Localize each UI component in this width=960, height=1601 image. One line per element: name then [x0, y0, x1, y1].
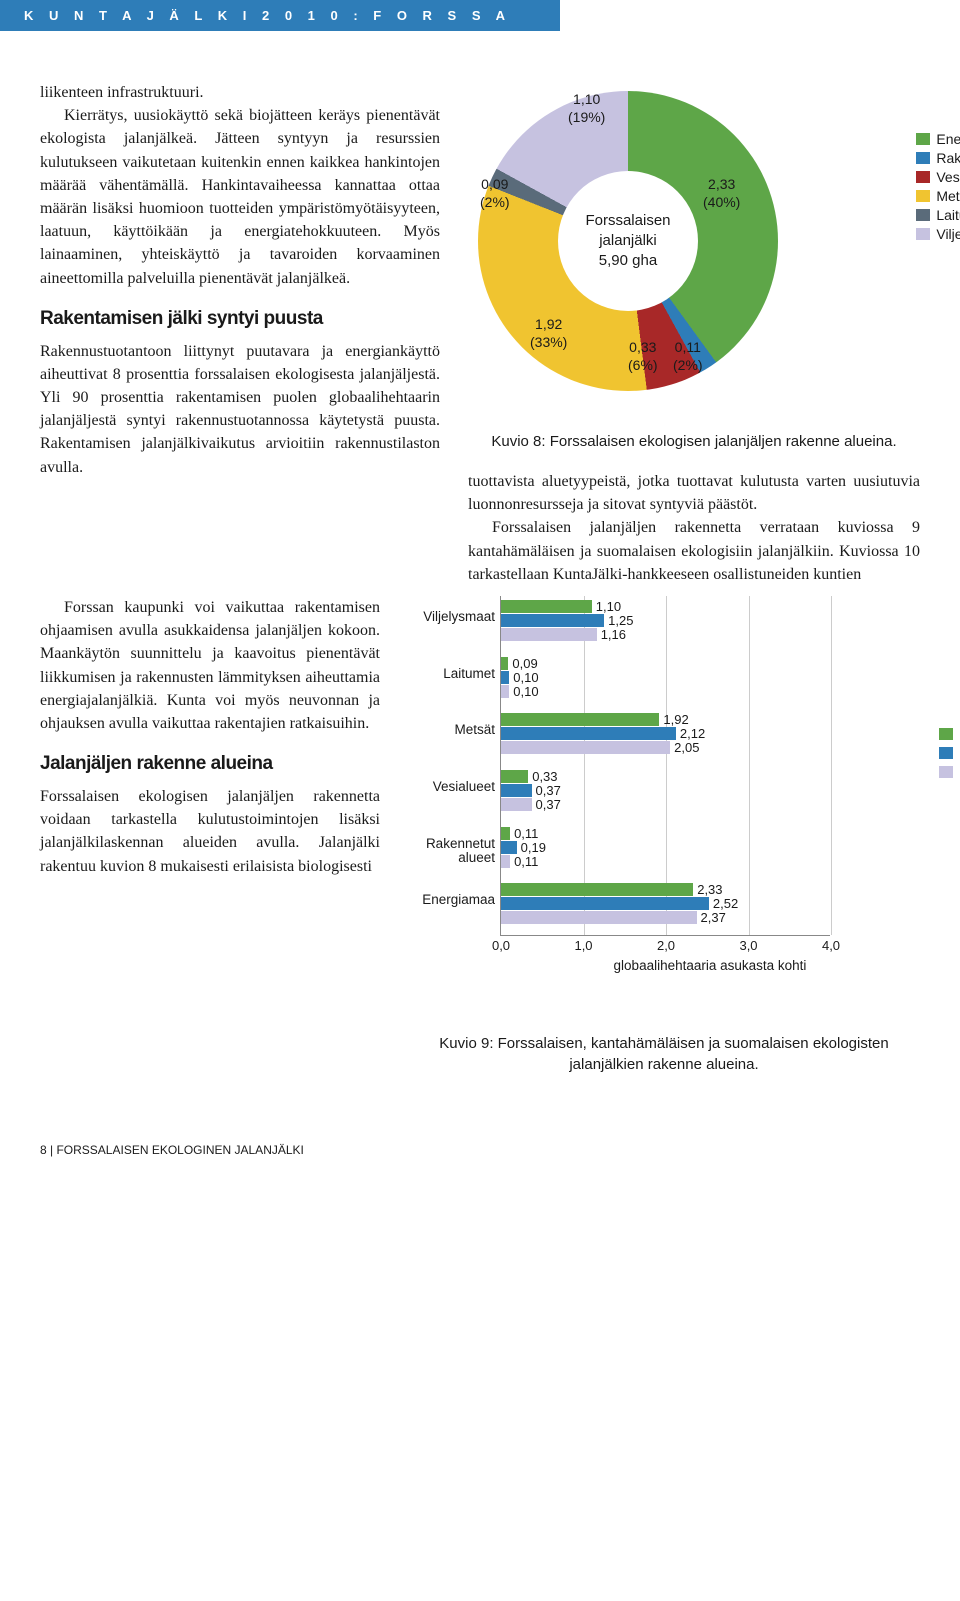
- bar-value-label: 1,25: [604, 613, 633, 628]
- legend-item: Energiamaa: [916, 131, 960, 147]
- donut-slice-label: 0,33(6%): [628, 339, 658, 374]
- donut-slice-label: 2,33(40%): [703, 176, 740, 211]
- heading-jalanjaljen: Jalanjäljen rakenne alueina: [40, 753, 380, 775]
- para-5: Forssalaisen ekologisen jalanjäljen rake…: [40, 785, 380, 878]
- bar-value-label: 2,12: [676, 726, 705, 741]
- gridline: [749, 596, 750, 935]
- bar: 0,33: [501, 770, 528, 783]
- donut-slice-label: 1,10(19%): [568, 91, 605, 126]
- bar: 2,05: [501, 741, 670, 754]
- para-6: tuottavista aluetyypeistä, jotka tuottav…: [468, 470, 920, 516]
- bar-category-label: Laitumet: [409, 667, 495, 682]
- bar-value-label: 0,33: [528, 769, 557, 784]
- bar-value-label: 0,10: [509, 684, 538, 699]
- bar: 2,37: [501, 911, 697, 924]
- bar: 0,37: [501, 798, 532, 811]
- bar-chart-xlabel: globaalihehtaaria asukasta kohti: [500, 958, 920, 973]
- legend-item: Forssa: [939, 726, 960, 742]
- bar-value-label: 2,52: [709, 896, 738, 911]
- left-text-column: liikenteen infrastruktuuri. Kierrätys, u…: [40, 81, 440, 586]
- legend-item: Rakennetut alueet: [916, 150, 960, 166]
- bar-value-label: 0,37: [532, 797, 561, 812]
- bar-value-label: 0,19: [517, 840, 546, 855]
- bar: 0,37: [501, 784, 532, 797]
- donut-caption: Kuvio 8: Forssalaisen ekologisen jalanjä…: [468, 431, 920, 452]
- legend-item: Viljelysmaat: [916, 226, 960, 242]
- bar: 0,19: [501, 841, 517, 854]
- bar-value-label: 0,09: [508, 656, 537, 671]
- x-tick-label: 2,0: [657, 938, 675, 953]
- bar: 1,10: [501, 600, 592, 613]
- legend-item: Kanta-Häme: [939, 745, 960, 761]
- heading-rakentamisen: Rakentamisen jälki syntyi puusta: [40, 308, 440, 330]
- x-tick-label: 4,0: [822, 938, 840, 953]
- para-2: Kierrätys, uusiokäyttö sekä biojätteen k…: [40, 104, 440, 290]
- bar-chart-caption: Kuvio 9: Forssalaisen, kantahämäläisen j…: [408, 1033, 920, 1075]
- bar: 2,52: [501, 897, 709, 910]
- bar: 0,10: [501, 671, 509, 684]
- para-4: Forssan kaupunki voi vaikuttaa rakentami…: [40, 596, 380, 735]
- bar-chart-kuvio9: 0,01,02,03,04,0Viljelysmaat1,101,251,16L…: [408, 596, 920, 1017]
- bar-category-label: Energiamaa: [409, 893, 495, 908]
- bar: 1,92: [501, 713, 659, 726]
- donut-slice-label: 1,92(33%): [530, 316, 567, 351]
- bar: 2,12: [501, 727, 676, 740]
- legend-item: Suomi: [939, 764, 960, 780]
- donut-legend: Energiamaa Rakennetut alueet Vesialueet Met…: [916, 131, 960, 245]
- bar-value-label: 1,10: [592, 599, 621, 614]
- legend-item: Laitumet: [916, 207, 960, 223]
- x-tick-label: 0,0: [492, 938, 510, 953]
- bar: 0,10: [501, 685, 509, 698]
- legend-item: Metsät: [916, 188, 960, 204]
- bar: 2,33: [501, 883, 693, 896]
- bar-category-label: Viljelysmaat: [409, 610, 495, 625]
- bar-category-label: Vesialueet: [409, 780, 495, 795]
- x-tick-label: 3,0: [739, 938, 757, 953]
- bar-value-label: 0,10: [509, 670, 538, 685]
- donut-slice-label: 0,11(2%): [673, 339, 703, 374]
- legend-item: Vesialueet: [916, 169, 960, 185]
- bar: 0,11: [501, 827, 510, 840]
- bar-chart-legend: Forssa Kanta-Häme Suomi: [939, 726, 960, 783]
- page-footer: 8 | FORSSALAISEN EKOLOGINEN JALANJÄLKI: [40, 1143, 920, 1157]
- bar-value-label: 1,92: [659, 712, 688, 727]
- bar-category-label: Rakennetut alueet: [409, 837, 495, 867]
- bar-value-label: 2,37: [697, 910, 726, 925]
- gridline: [831, 596, 832, 935]
- bar: 1,16: [501, 628, 597, 641]
- bar: 0,09: [501, 657, 508, 670]
- bar-value-label: 2,05: [670, 740, 699, 755]
- lower-left-text: Forssan kaupunki voi vaikuttaa rakentami…: [40, 596, 380, 1093]
- donut-chart-kuvio8: Forssalaisenjalanjälki5,90 gha2,33(40%) 0…: [468, 81, 920, 421]
- para-1: liikenteen infrastruktuuri.: [40, 81, 440, 104]
- page-header-bar: K U N T A J Ä L K I 2 0 1 0 : F O R S S …: [0, 0, 560, 31]
- para-3: Rakennustuotantoon liittynyt puutavara j…: [40, 340, 440, 479]
- donut-slice-label: 0,09(2%): [480, 176, 510, 211]
- bar-category-label: Metsät: [409, 723, 495, 738]
- bar-value-label: 2,33: [693, 882, 722, 897]
- donut-center-label: Forssalaisenjalanjälki5,90 gha: [558, 171, 698, 311]
- bar-value-label: 1,16: [597, 627, 626, 642]
- para-7: Forssalaisen jalanjäljen rakennetta verr…: [468, 516, 920, 586]
- bar-value-label: 0,37: [532, 783, 561, 798]
- bar: 0,11: [501, 855, 510, 868]
- bar-value-label: 0,11: [510, 826, 538, 841]
- bar-value-label: 0,11: [510, 854, 538, 869]
- x-tick-label: 1,0: [574, 938, 592, 953]
- bar: 1,25: [501, 614, 604, 627]
